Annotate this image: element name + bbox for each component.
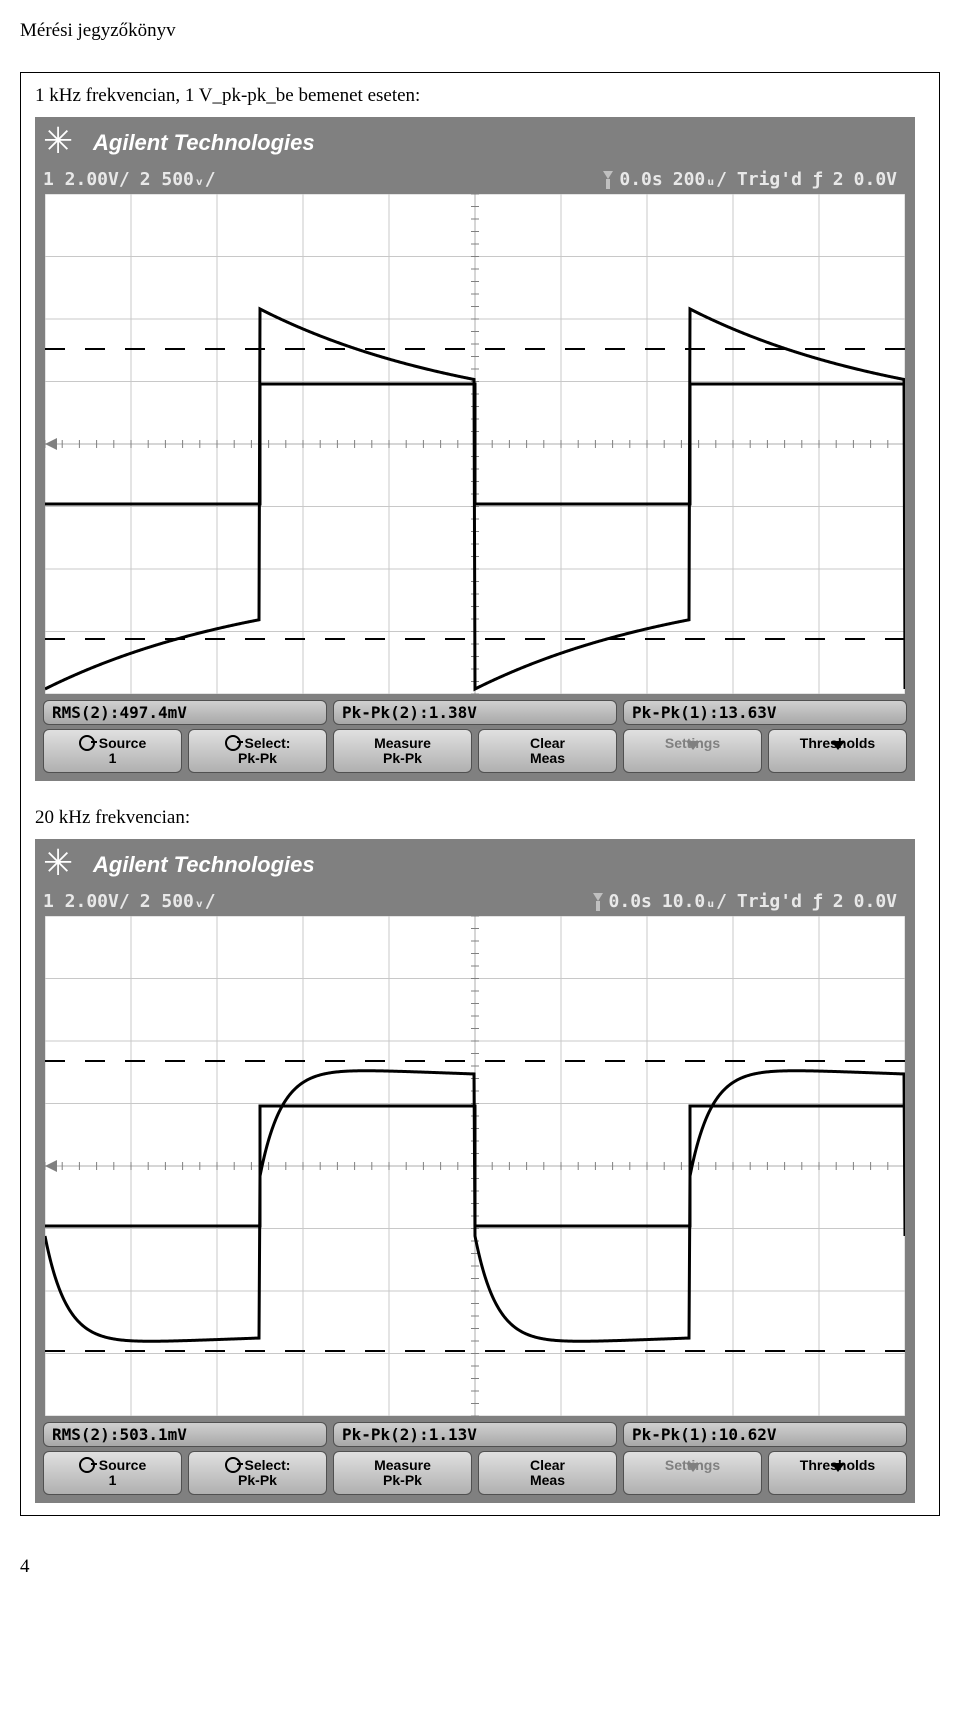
scope1-trig-level: 0.0V — [854, 169, 897, 190]
knob-icon — [225, 1457, 241, 1473]
meas-label: Pk-Pk(2): — [342, 1425, 429, 1444]
scope2: ✳ Agilent Technologies 1 2.00V/ 2 500ᵥ/ … — [35, 839, 915, 1503]
meas-value: 497.4mV — [119, 703, 186, 722]
scope1-delay: 0.0s — [619, 169, 662, 190]
softkey-measure[interactable]: MeasurePk-Pk — [333, 729, 472, 773]
scope2-settings: 1 2.00V/ 2 500ᵥ/ 0.0s 10.0ᵤ/ Trig'd ƒ 2 … — [35, 889, 915, 916]
softkey-clear[interactable]: ClearMeas — [478, 1451, 617, 1495]
knob-icon — [79, 735, 95, 751]
meas-label: Pk-Pk(1): — [632, 1425, 719, 1444]
meas-value: 13.63V — [719, 703, 777, 722]
softkey-label: Clear — [530, 1458, 565, 1473]
softkey-label: Source — [99, 1458, 146, 1473]
arrow-down-icon — [686, 1463, 700, 1488]
scope2-trig-level: 0.0V — [854, 891, 897, 912]
trigger-marker-icon — [601, 171, 615, 189]
scope1-settings: 1 2.00V/ 2 500ᵥ/ 0.0s 200ᵤ/ Trig'd ƒ 2 0… — [35, 167, 915, 194]
softkey-settings[interactable]: Settings — [623, 729, 762, 773]
meas-value: 503.1mV — [119, 1425, 186, 1444]
softkey-value: Pk-Pk — [383, 1472, 422, 1488]
scope1-trig-src: 2 — [833, 169, 844, 190]
scope1-waveform — [45, 194, 905, 694]
scope2-timebase: 10.0ᵤ/ — [662, 891, 727, 912]
agilent-star-icon: ✳ — [43, 123, 83, 163]
meas-label: RMS(2): — [52, 703, 119, 722]
softkey-label: Source — [99, 736, 146, 751]
meas-value: 1.38V — [429, 703, 477, 722]
softkey-select-[interactable]: Select:Pk-Pk — [188, 729, 327, 773]
softkey-value: Pk-Pk — [238, 750, 277, 766]
softkey-thresholds[interactable]: Thresholds — [768, 729, 907, 773]
agilent-star-icon: ✳ — [43, 845, 83, 885]
measurement-pill: RMS(2): 497.4mV — [43, 700, 327, 725]
scope1-brand: Agilent Technologies — [93, 130, 315, 156]
softkey-value: 1 — [109, 1472, 117, 1488]
scope2-logo-row: ✳ Agilent Technologies — [35, 839, 915, 889]
scope2-softkeys: Source1Select:Pk-PkMeasurePk-PkClearMeas… — [35, 1449, 915, 1503]
scope2-ch2-scale: 2 500ᵥ/ — [140, 891, 216, 912]
softkey-label: Measure — [374, 1458, 431, 1473]
softkey-source[interactable]: Source1 — [43, 1451, 182, 1495]
scope1-ch2-scale: 2 500ᵥ/ — [140, 169, 216, 190]
scope1-logo-row: ✳ Agilent Technologies — [35, 117, 915, 167]
softkey-value: 1 — [109, 750, 117, 766]
measurement-pill: Pk-Pk(1): 13.63V — [623, 700, 907, 725]
scope1-ch1-scale: 1 2.00V/ — [43, 169, 130, 190]
scope2-brand: Agilent Technologies — [93, 852, 315, 878]
softkey-measure[interactable]: MeasurePk-Pk — [333, 1451, 472, 1495]
arrow-down-icon — [831, 1463, 845, 1488]
content-box: 1 kHz frekvencian, 1 V_pk-pk_be bemenet … — [20, 72, 940, 1516]
softkey-label: Measure — [374, 736, 431, 751]
softkey-clear[interactable]: ClearMeas — [478, 729, 617, 773]
meas-label: Pk-Pk(2): — [342, 703, 429, 722]
meas-value: 1.13V — [429, 1425, 477, 1444]
page-number: 4 — [20, 1556, 940, 1578]
softkey-label: Select: — [245, 736, 291, 751]
softkey-value: Pk-Pk — [383, 750, 422, 766]
knob-icon — [79, 1457, 95, 1473]
measurement-pill: RMS(2): 503.1mV — [43, 1422, 327, 1447]
scope1: ✳ Agilent Technologies 1 2.00V/ 2 500ᵥ/ … — [35, 117, 915, 781]
scope2-trig-edge: ƒ — [812, 891, 823, 912]
scope1-trig-edge: ƒ — [812, 169, 823, 190]
scope2-trig-status: Trig'd — [737, 891, 802, 912]
meas-label: Pk-Pk(1): — [632, 703, 719, 722]
knob-icon — [225, 735, 241, 751]
measurement-pill: Pk-Pk(2): 1.38V — [333, 700, 617, 725]
softkey-source[interactable]: Source1 — [43, 729, 182, 773]
scope1-measurements: RMS(2): 497.4mVPk-Pk(2): 1.38VPk-Pk(1): … — [35, 694, 915, 727]
softkey-label: Clear — [530, 736, 565, 751]
scope2-trig-src: 2 — [833, 891, 844, 912]
scope2-measurements: RMS(2): 503.1mVPk-Pk(2): 1.13VPk-Pk(1): … — [35, 1416, 915, 1449]
scope2-waveform — [45, 916, 905, 1416]
measurement-pill: Pk-Pk(1): 10.62V — [623, 1422, 907, 1447]
trigger-marker-icon — [591, 893, 605, 911]
softkey-value: Meas — [530, 750, 565, 766]
scope2-ch1-scale: 1 2.00V/ — [43, 891, 130, 912]
arrow-down-icon — [686, 741, 700, 766]
softkey-select-[interactable]: Select:Pk-Pk — [188, 1451, 327, 1495]
caption-scope1: 1 kHz frekvencian, 1 V_pk-pk_be bemenet … — [35, 85, 925, 107]
page-header: Mérési jegyzőkönyv — [20, 20, 940, 42]
softkey-value: Meas — [530, 1472, 565, 1488]
softkey-settings[interactable]: Settings — [623, 1451, 762, 1495]
softkey-label: Select: — [245, 1458, 291, 1473]
caption-scope2: 20 kHz frekvencian: — [35, 807, 925, 829]
scope1-timebase: 200ᵤ/ — [673, 169, 727, 190]
scope1-softkeys: Source1Select:Pk-PkMeasurePk-PkClearMeas… — [35, 727, 915, 781]
scope2-delay: 0.0s — [609, 891, 652, 912]
softkey-value: Pk-Pk — [238, 1472, 277, 1488]
arrow-down-icon — [831, 741, 845, 766]
meas-value: 10.62V — [719, 1425, 777, 1444]
scope1-trig-status: Trig'd — [737, 169, 802, 190]
meas-label: RMS(2): — [52, 1425, 119, 1444]
softkey-thresholds[interactable]: Thresholds — [768, 1451, 907, 1495]
measurement-pill: Pk-Pk(2): 1.13V — [333, 1422, 617, 1447]
